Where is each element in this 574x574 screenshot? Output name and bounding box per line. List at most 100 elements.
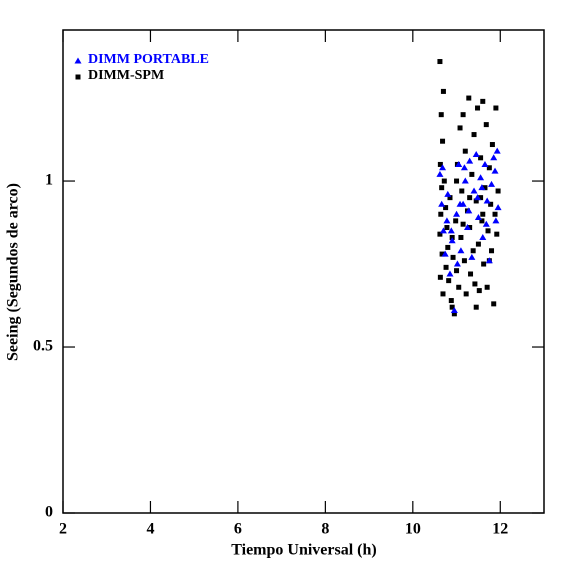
- data-point: [453, 218, 459, 224]
- x-tick-label: 12: [492, 521, 508, 538]
- data-point: [449, 304, 455, 310]
- y-tick-label: 1: [45, 172, 53, 189]
- data-point: [472, 281, 478, 287]
- data-point: [438, 112, 444, 118]
- legend-label: DIMM PORTABLE: [88, 52, 209, 67]
- data-point: [439, 251, 445, 257]
- data-point: [440, 88, 446, 94]
- data-point: [460, 221, 466, 227]
- data-point: [440, 291, 446, 297]
- data-point: [468, 253, 476, 260]
- data-point: [471, 132, 477, 138]
- data-point: [448, 237, 456, 244]
- data-point: [443, 217, 451, 224]
- data-point: [463, 291, 469, 297]
- data-point: [451, 311, 457, 317]
- y-axis-label: Seeing (Segundos de arco): [5, 183, 22, 361]
- legend-marker: [74, 57, 82, 64]
- data-point: [447, 227, 455, 234]
- data-point: [479, 218, 485, 224]
- data-point: [461, 177, 469, 184]
- data-point: [454, 268, 460, 274]
- data-point: [467, 195, 473, 201]
- data-point: [479, 233, 487, 240]
- data-point: [470, 248, 476, 254]
- data-point: [458, 234, 464, 240]
- data-point: [478, 184, 486, 191]
- data-point: [459, 188, 465, 194]
- data-point: [480, 98, 486, 104]
- data-point: [437, 274, 443, 280]
- data-point: [474, 214, 482, 221]
- data-point: [480, 211, 486, 217]
- data-point: [441, 178, 447, 184]
- legend-marker: [75, 74, 81, 80]
- data-point: [443, 264, 449, 270]
- data-point: [495, 188, 501, 194]
- data-point: [486, 165, 492, 171]
- data-point: [455, 160, 463, 167]
- data-point: [473, 304, 479, 310]
- data-point: [445, 244, 451, 250]
- data-point: [460, 112, 466, 118]
- data-point: [478, 195, 484, 201]
- data-point: [489, 248, 495, 254]
- data-point: [439, 185, 445, 191]
- data-point: [460, 164, 468, 171]
- data-point: [446, 278, 452, 284]
- data-point: [477, 174, 485, 181]
- y-tick-label: 0.5: [33, 338, 53, 355]
- data-point: [438, 211, 444, 217]
- data-point: [444, 190, 452, 197]
- data-point: [466, 157, 474, 164]
- x-tick-label: 2: [59, 521, 67, 538]
- data-point: [438, 200, 446, 207]
- data-point: [484, 284, 490, 290]
- data-point: [439, 227, 447, 234]
- data-point: [439, 164, 447, 171]
- data-point: [436, 170, 444, 177]
- data-point: [491, 301, 497, 307]
- data-point: [447, 195, 453, 201]
- data-point: [437, 59, 443, 65]
- data-point: [456, 284, 462, 290]
- data-point: [490, 154, 498, 161]
- data-point: [478, 155, 484, 161]
- x-axis-label: Tiempo Universal (h): [231, 542, 376, 559]
- data-point: [482, 220, 490, 227]
- data-point: [450, 254, 456, 260]
- data-point: [441, 250, 449, 257]
- data-point: [491, 167, 499, 174]
- plot-frame: [62, 29, 545, 514]
- data-point: [463, 224, 471, 231]
- data-point: [485, 257, 493, 264]
- data-point: [494, 204, 502, 211]
- data-point: [461, 258, 467, 264]
- x-tick-label: 6: [234, 521, 242, 538]
- data-point: [470, 187, 478, 194]
- data-point: [481, 160, 489, 167]
- data-point: [467, 225, 473, 231]
- data-point: [489, 142, 495, 148]
- data-point: [443, 205, 449, 211]
- data-point: [492, 211, 498, 217]
- data-point: [454, 178, 460, 184]
- data-point: [440, 138, 446, 144]
- x-tick-label: 4: [146, 521, 154, 538]
- y-tick-label: 0: [45, 504, 53, 521]
- data-point: [493, 147, 501, 154]
- data-point: [437, 161, 443, 167]
- data-point: [462, 148, 468, 154]
- data-point: [468, 271, 474, 277]
- x-tick-label: 8: [321, 521, 329, 538]
- data-point: [466, 95, 472, 101]
- data-point: [457, 125, 463, 131]
- data-point: [453, 210, 461, 217]
- data-point: [475, 241, 481, 247]
- data-point: [483, 197, 491, 204]
- data-point: [475, 105, 481, 111]
- data-point: [476, 288, 482, 294]
- data-point: [488, 201, 494, 207]
- data-point: [437, 231, 443, 237]
- legend-label: DIMM-SPM: [88, 68, 164, 83]
